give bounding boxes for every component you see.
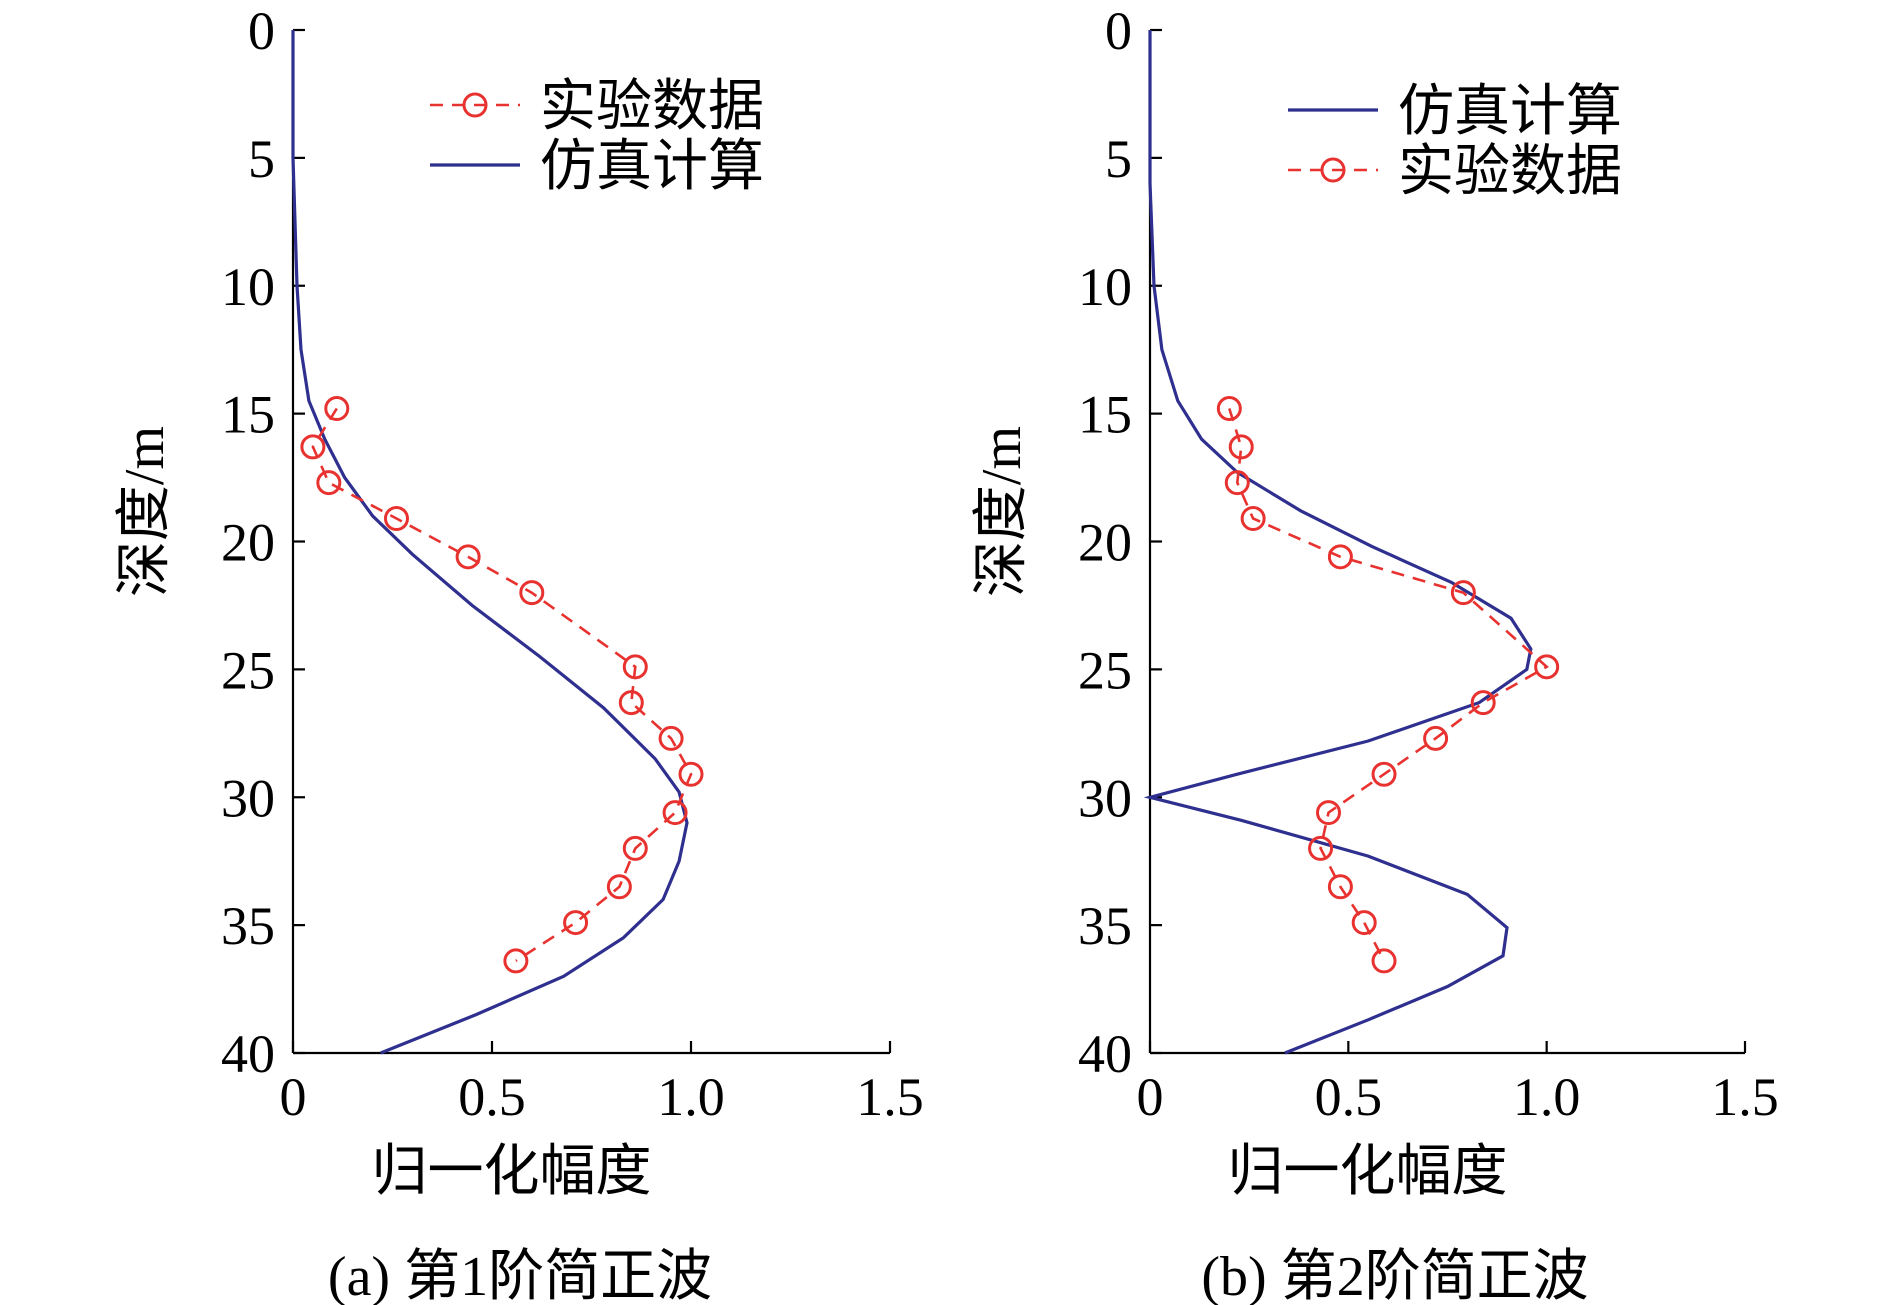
panel-a-experiment-point <box>383 505 409 531</box>
panel-b-experiment-point <box>1351 910 1377 936</box>
panel-a-experiment-point <box>324 396 350 422</box>
panel-b-caption: (b) 第2阶简正波 <box>1201 1246 1588 1305</box>
panel-a-simulation-line <box>291 30 689 1055</box>
panel-b-experiment-point <box>1450 580 1476 606</box>
panel-a-x-tick-label: 0 <box>280 1067 307 1127</box>
panel-a-experiment-point <box>455 544 481 570</box>
panel-b-experiment-point <box>1228 434 1254 460</box>
panel-b-y-tick-label: 20 <box>1078 513 1132 573</box>
panel-b-y-tick-label: 10 <box>1078 257 1132 317</box>
panel-b-experiment-point <box>1327 874 1353 900</box>
panel-b-y-axis-title: 深度/m <box>971 426 1033 597</box>
panel-a-experiment-point <box>618 690 644 716</box>
panel-a-x-tick-label: 1.0 <box>657 1067 725 1127</box>
panel-b-experiment-point <box>1308 835 1334 861</box>
panel-b-experiment-point <box>1470 690 1496 716</box>
panel-a-experiment-point <box>662 800 688 826</box>
legend-experiment-marker <box>1320 157 1346 183</box>
panel-a-experiment-point <box>316 470 342 496</box>
panel-a-y-axis-title: 深度/m <box>114 426 176 597</box>
panel-a-y-tick-label: 25 <box>221 640 275 700</box>
panel-b-y-tick-label: 35 <box>1078 896 1132 956</box>
panel-a-y-tick-label: 30 <box>221 768 275 828</box>
panel-b-y-tick-label: 15 <box>1078 385 1132 445</box>
panel-b-y-tick-label: 30 <box>1078 768 1132 828</box>
panel-a-experiment-line <box>311 407 693 962</box>
panel-a-caption: (a) 第1阶简正波 <box>328 1246 712 1305</box>
panel-b-x-tick-label: 0 <box>1137 1067 1164 1127</box>
legend-experiment-label: 实验数据 <box>1398 141 1622 203</box>
panel-a-experiment-point <box>678 761 704 787</box>
panel-b-experiment-point <box>1316 800 1341 826</box>
panel-b-experiment-point <box>1371 761 1397 787</box>
panel-a-experiment-point <box>622 835 648 861</box>
panel-b-y-tick-label: 0 <box>1105 1 1132 61</box>
panel-b-y-tick-label: 5 <box>1105 129 1132 189</box>
panel-b-y-tick-label: 40 <box>1078 1024 1132 1084</box>
panel-a-x-tick-label: 0.5 <box>458 1067 526 1127</box>
panel-a-y-tick-label: 20 <box>221 513 275 573</box>
panel-b-experiment-line <box>1228 408 1549 962</box>
panel-b-x-tick-label: 1.0 <box>1513 1067 1581 1127</box>
panel-a-y-tick-label: 15 <box>221 385 275 445</box>
panel-a-y-tick-label: 35 <box>221 896 275 956</box>
legend-experiment-label: 实验数据 <box>540 76 764 138</box>
panel-a-experiment-point <box>519 580 545 606</box>
panel-a-y-tick-label: 5 <box>248 129 275 189</box>
panel-b-experiment-point <box>1327 544 1353 570</box>
panel-b-experiment-point <box>1423 725 1449 751</box>
panel-a-experiment-point <box>563 910 589 936</box>
legend-experiment-marker <box>462 92 488 118</box>
panel-b-x-axis-title: 归一化幅度 <box>1228 1141 1508 1203</box>
panel-a-experiment-point <box>658 725 684 751</box>
panel-a-y-tick-label: 0 <box>248 1 275 61</box>
panel-a-x-axis-title: 归一化幅度 <box>372 1141 652 1203</box>
panel-a-experiment-point <box>622 654 648 680</box>
panel-a-experiment-point <box>300 434 326 460</box>
panel-b-simulation-line <box>1143 30 1533 1055</box>
panel-a-experiment-point <box>606 874 632 900</box>
panel-b-experiment-point <box>1534 654 1560 680</box>
panel-a-x-tick-label: 1.5 <box>856 1067 924 1127</box>
panel-b-experiment-point <box>1216 396 1242 422</box>
legend-simulation-label: 仿真计算 <box>540 136 764 198</box>
panel-a-experiment-point <box>503 948 529 974</box>
panel-b-experiment-point <box>1371 948 1397 974</box>
panel-a-y-tick-label: 40 <box>221 1024 275 1084</box>
panel-a-y-tick-label: 10 <box>221 257 275 317</box>
legend-simulation-label: 仿真计算 <box>1398 81 1622 143</box>
panel-b-y-tick-label: 25 <box>1078 640 1132 700</box>
panel-b-experiment-point <box>1224 470 1250 496</box>
panel-b-x-tick-label: 0.5 <box>1315 1067 1383 1127</box>
panel-b-experiment-point <box>1240 505 1266 531</box>
panel-b-x-tick-label: 1.5 <box>1711 1067 1779 1127</box>
